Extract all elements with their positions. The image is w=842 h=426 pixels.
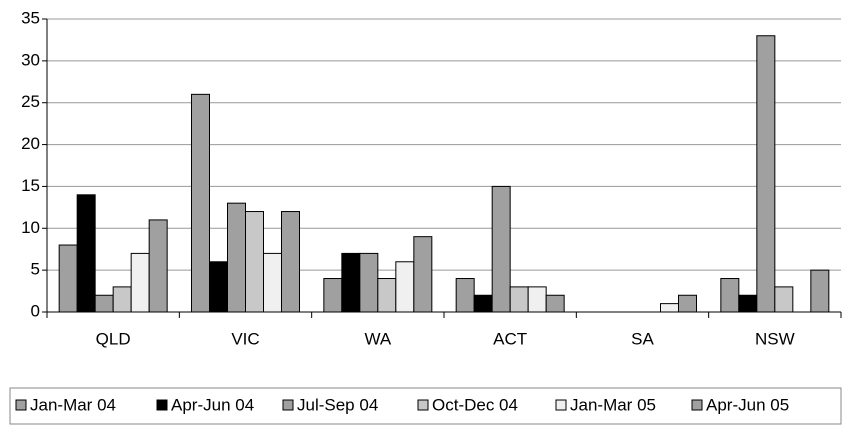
legend-swatch: [156, 399, 168, 411]
legend-swatch: [282, 399, 294, 411]
bar: [473, 294, 493, 313]
legend-label: Apr-Jun 04: [171, 395, 254, 414]
bar: [509, 286, 529, 313]
bar: [245, 211, 264, 313]
bar: [455, 278, 475, 313]
bar: [720, 278, 740, 313]
legend-swatch: [555, 399, 567, 411]
bar: [148, 219, 168, 313]
bar: [112, 286, 132, 313]
bar: [209, 261, 228, 313]
y-tick-label: 0: [31, 301, 40, 320]
bar: [263, 252, 282, 313]
x-tick-label: NSW: [755, 329, 795, 348]
bar: [323, 278, 343, 313]
bar: [678, 294, 697, 313]
legend-label: Apr-Jun 05: [706, 395, 789, 414]
bar: [527, 286, 547, 313]
legend-label: Jul-Sep 04: [297, 395, 378, 414]
legend-label: Jan-Mar 05: [570, 395, 656, 414]
bar: [395, 261, 415, 313]
y-tick-label: 5: [31, 260, 40, 279]
legend-swatch: [417, 399, 429, 411]
bar: [756, 35, 776, 313]
bar: [660, 303, 679, 313]
bar: [341, 252, 361, 313]
bar: [413, 236, 433, 313]
bar: [545, 294, 565, 313]
bar: [738, 294, 758, 313]
x-tick-label: SA: [631, 329, 654, 348]
y-tick-label: 25: [21, 92, 40, 111]
x-tick-label: VIC: [231, 329, 259, 348]
bar: [76, 194, 96, 313]
bar: [130, 252, 150, 313]
x-tick-label: ACT: [493, 329, 527, 348]
bar: [227, 202, 246, 313]
y-tick-label: 30: [21, 50, 40, 69]
y-tick-label: 35: [21, 8, 40, 27]
y-tick-label: 10: [21, 218, 40, 237]
legend-label: Oct-Dec 04: [432, 395, 518, 414]
legend-swatch: [15, 399, 27, 411]
legend-label: Jan-Mar 04: [30, 395, 116, 414]
bar: [281, 211, 300, 313]
bar: [359, 252, 379, 313]
x-tick-label: WA: [364, 329, 391, 348]
bar: [94, 294, 114, 313]
bar: [774, 286, 794, 313]
bar: [810, 269, 830, 313]
bar: [377, 278, 397, 313]
x-tick-label: QLD: [96, 329, 131, 348]
y-tick-label: 15: [21, 176, 40, 195]
legend-swatch: [691, 399, 703, 411]
y-tick-label: 20: [21, 134, 40, 153]
bar: [491, 185, 511, 313]
bar: [58, 244, 78, 313]
bar: [191, 93, 210, 313]
